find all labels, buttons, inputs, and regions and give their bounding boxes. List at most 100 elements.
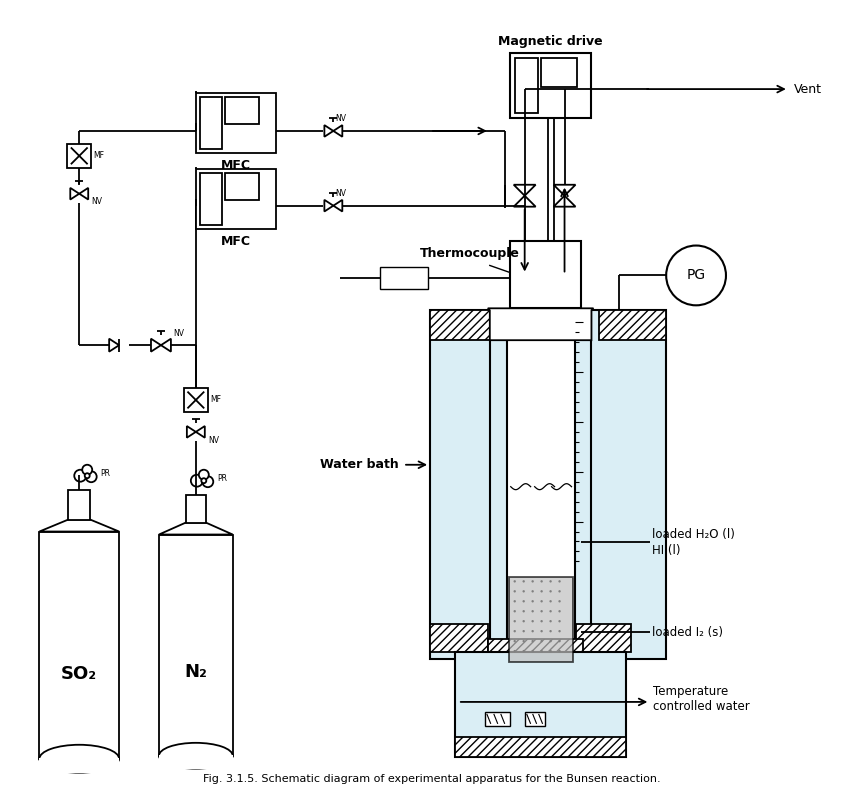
Bar [184,388,208,412]
Circle shape [522,580,525,583]
Text: PR: PR [100,469,110,478]
Circle shape [522,650,525,653]
Polygon shape [324,125,333,136]
Circle shape [541,650,543,653]
Circle shape [549,580,552,583]
Circle shape [531,650,534,653]
Circle shape [559,630,561,632]
Circle shape [531,610,534,612]
Circle shape [522,590,525,592]
Circle shape [514,650,516,653]
Text: NV: NV [336,190,346,198]
Bar [430,310,666,659]
Circle shape [541,580,543,583]
Text: Water bath: Water bath [320,458,399,471]
Text: PG: PG [687,268,706,282]
Circle shape [202,478,206,483]
Circle shape [666,246,726,305]
Bar [225,97,259,124]
Polygon shape [195,426,205,438]
Text: loaded H₂O (l): loaded H₂O (l) [652,528,735,541]
Text: N₂: N₂ [184,663,208,681]
Polygon shape [554,185,575,196]
Circle shape [541,630,543,632]
Circle shape [549,620,552,623]
Circle shape [514,620,516,623]
Polygon shape [488,308,593,340]
Text: NV: NV [336,114,346,124]
Circle shape [514,630,516,632]
Circle shape [202,477,214,487]
Polygon shape [333,200,343,212]
Polygon shape [161,339,171,351]
Circle shape [549,610,552,612]
Text: HI (l): HI (l) [652,544,681,557]
Circle shape [541,590,543,592]
Circle shape [541,600,543,603]
Circle shape [514,590,516,592]
Polygon shape [80,188,88,200]
Circle shape [514,640,516,642]
Text: loaded I₂ (s): loaded I₂ (s) [652,626,723,638]
Bar [186,495,206,523]
Text: Thermocouple: Thermocouple [420,247,520,260]
Text: MF: MF [93,151,104,160]
Text: MF: MF [210,396,221,404]
Text: MFC: MFC [221,159,251,172]
Circle shape [549,600,552,603]
Circle shape [549,630,552,632]
Circle shape [85,473,90,478]
Bar [159,755,233,769]
Polygon shape [70,188,80,200]
Circle shape [559,640,561,642]
Circle shape [531,630,534,632]
Text: Magnetic drive: Magnetic drive [498,35,603,48]
Bar [599,310,666,340]
Circle shape [541,640,543,642]
Text: Fig. 3.1.5. Schematic diagram of experimental apparatus for the Bunsen reaction.: Fig. 3.1.5. Schematic diagram of experim… [203,774,661,783]
Bar [200,97,222,149]
Ellipse shape [159,743,233,768]
Polygon shape [109,339,119,351]
Text: NV: NV [208,436,219,446]
Bar [159,534,233,756]
Circle shape [74,469,87,481]
Bar [67,144,91,168]
Circle shape [549,640,552,642]
Bar [430,624,488,652]
Circle shape [531,600,534,603]
Circle shape [514,610,516,612]
Circle shape [531,580,534,583]
Circle shape [541,610,543,612]
Circle shape [82,465,93,475]
Circle shape [514,580,516,583]
Bar [488,639,584,661]
Bar [484,712,509,726]
Bar [541,58,577,87]
Bar [200,173,222,224]
Circle shape [559,610,561,612]
Bar [225,173,259,200]
Circle shape [531,590,534,592]
Circle shape [522,620,525,623]
Circle shape [191,475,202,487]
Bar [381,267,428,289]
Bar [490,310,592,689]
Bar [430,310,520,340]
Circle shape [199,469,208,480]
Bar [195,93,276,153]
Polygon shape [324,200,333,212]
Circle shape [514,600,516,603]
Text: Vent: Vent [794,82,822,96]
Circle shape [559,580,561,583]
Polygon shape [333,125,343,136]
Bar [195,169,276,228]
Circle shape [559,650,561,653]
Polygon shape [40,519,119,531]
Bar [525,712,545,726]
Circle shape [522,600,525,603]
Circle shape [86,471,97,482]
Bar [40,531,119,759]
Polygon shape [554,196,575,207]
Circle shape [541,620,543,623]
